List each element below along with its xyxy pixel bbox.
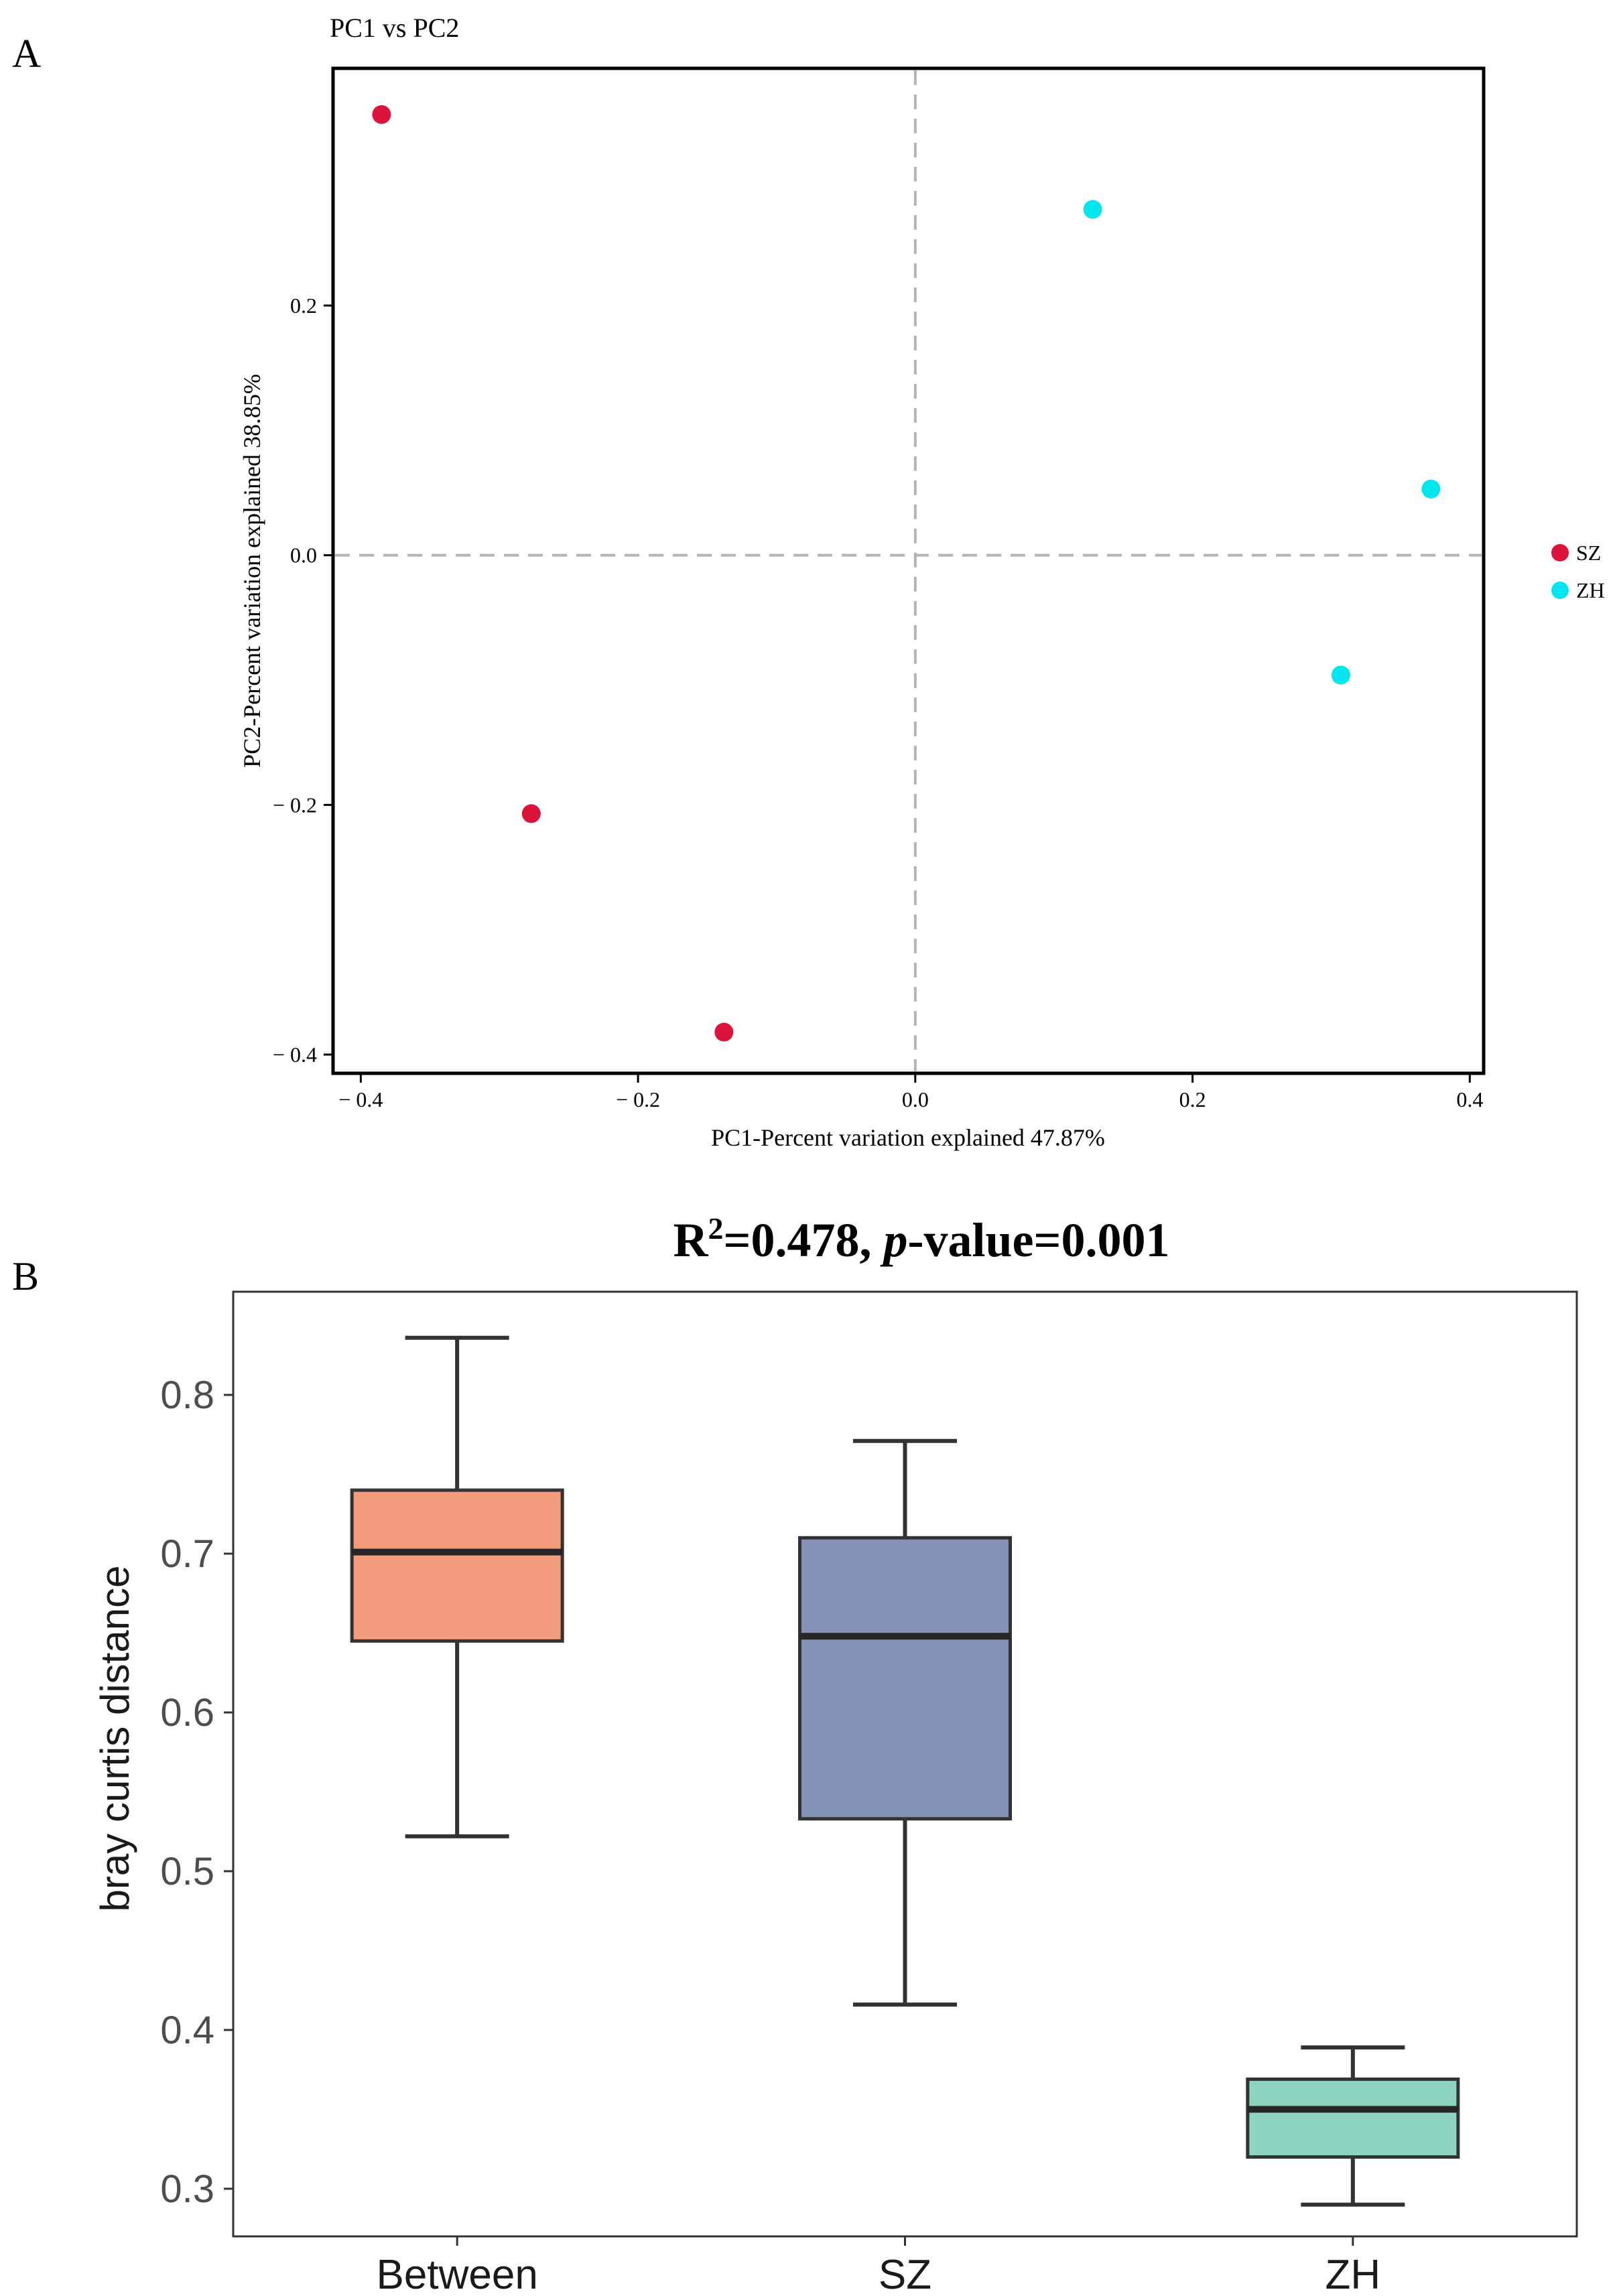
y-tick-label: 0.3 [160, 2167, 214, 2211]
boxplot-panel: R2=0.478, p-value=0.001 0.30.40.50.60.70… [92, 1211, 1578, 2296]
box-between [350, 1335, 564, 1838]
x-tick-label: 0.2 [1179, 1087, 1206, 1111]
y-tick-label: 0.7 [160, 1532, 214, 1576]
scatter-title: PC1 vs PC2 [330, 13, 459, 43]
scatter-y-axis-label: PC2-Percent variation explained 38.85% [239, 374, 265, 768]
box-body [1246, 2077, 1460, 2159]
legend-marker-zh [1551, 582, 1569, 599]
boxplot-boxes [350, 1335, 1460, 2207]
scatter-point-zh [1083, 200, 1102, 219]
y-tick-label: − 0.2 [273, 793, 317, 817]
x-axis-ticks: − 0.4 − 0.2 0.0 0.2 0.4 [338, 1073, 1483, 1111]
title-r: R [673, 1213, 708, 1267]
x-tick-label: Between [377, 2252, 538, 2296]
legend-marker-sz [1551, 544, 1569, 561]
title-rest: -value=0.001 [908, 1213, 1170, 1267]
reference-lines [335, 70, 1482, 1071]
pca-scatter-panel: PC1 vs PC2 − 0.4− 0.2 0.0 0.2 0.4 − 0.4− 0.… [239, 13, 1605, 1151]
panel-label-a: A [12, 31, 41, 76]
x-tick-label: 0.4 [1456, 1087, 1483, 1111]
scatter-plot-frame [331, 66, 1486, 1075]
y-tick-label: − 0.4 [273, 1042, 317, 1067]
boxplot-y-axis-label: bray curtis distance [92, 1566, 137, 1912]
boxplot-title: R2=0.478, p-value=0.001 [673, 1211, 1169, 1267]
y-tick-label: 0.0 [290, 543, 317, 567]
boxplot-y-ticks: 0.3 0.4 0.5 0.6 0.7 0.8 [160, 1373, 233, 2211]
scatter-point-sz [714, 1022, 734, 1042]
scatter-x-axis-label: PC1-Percent variation explained 47.87% [711, 1124, 1105, 1151]
y-tick-label: 0.5 [160, 1850, 214, 1893]
scatter-point-zh [1421, 479, 1441, 498]
scatter-legend: SZ ZH [1551, 541, 1605, 602]
title-mid: =0.478, [723, 1213, 883, 1267]
y-tick-label: 0.2 [290, 293, 317, 318]
x-tick-label: − 0.4 [338, 1087, 383, 1111]
title-p: p [880, 1213, 908, 1267]
x-tick-label: ZH [1325, 2252, 1381, 2296]
legend-label-sz: SZ [1576, 541, 1601, 565]
title-sup: 2 [708, 1211, 723, 1245]
y-axis-ticks: − 0.4 − 0.2 0.0 0.2 [273, 293, 333, 1067]
box-zh [1246, 2045, 1460, 2207]
scatter-point-sz [372, 105, 391, 124]
scatter-point-sz [521, 804, 541, 823]
panel-label-b: B [12, 1254, 39, 1298]
x-tick-label: − 0.2 [616, 1087, 660, 1111]
y-tick-label: 0.6 [160, 1691, 214, 1735]
scatter-point-zh [1331, 665, 1350, 685]
box-body [798, 1536, 1012, 1821]
boxplot-x-ticks: Between SZ ZH [377, 2236, 1381, 2296]
scatter-points [372, 105, 1441, 1042]
legend-label-zh: ZH [1576, 578, 1605, 602]
box-sz [798, 1438, 1012, 2007]
x-tick-label: 0.0 [902, 1087, 929, 1111]
y-tick-label: 0.4 [160, 2009, 214, 2052]
x-tick-label: SZ [879, 2252, 931, 2296]
y-tick-label: 0.8 [160, 1373, 214, 1417]
box-body [350, 1488, 564, 1643]
